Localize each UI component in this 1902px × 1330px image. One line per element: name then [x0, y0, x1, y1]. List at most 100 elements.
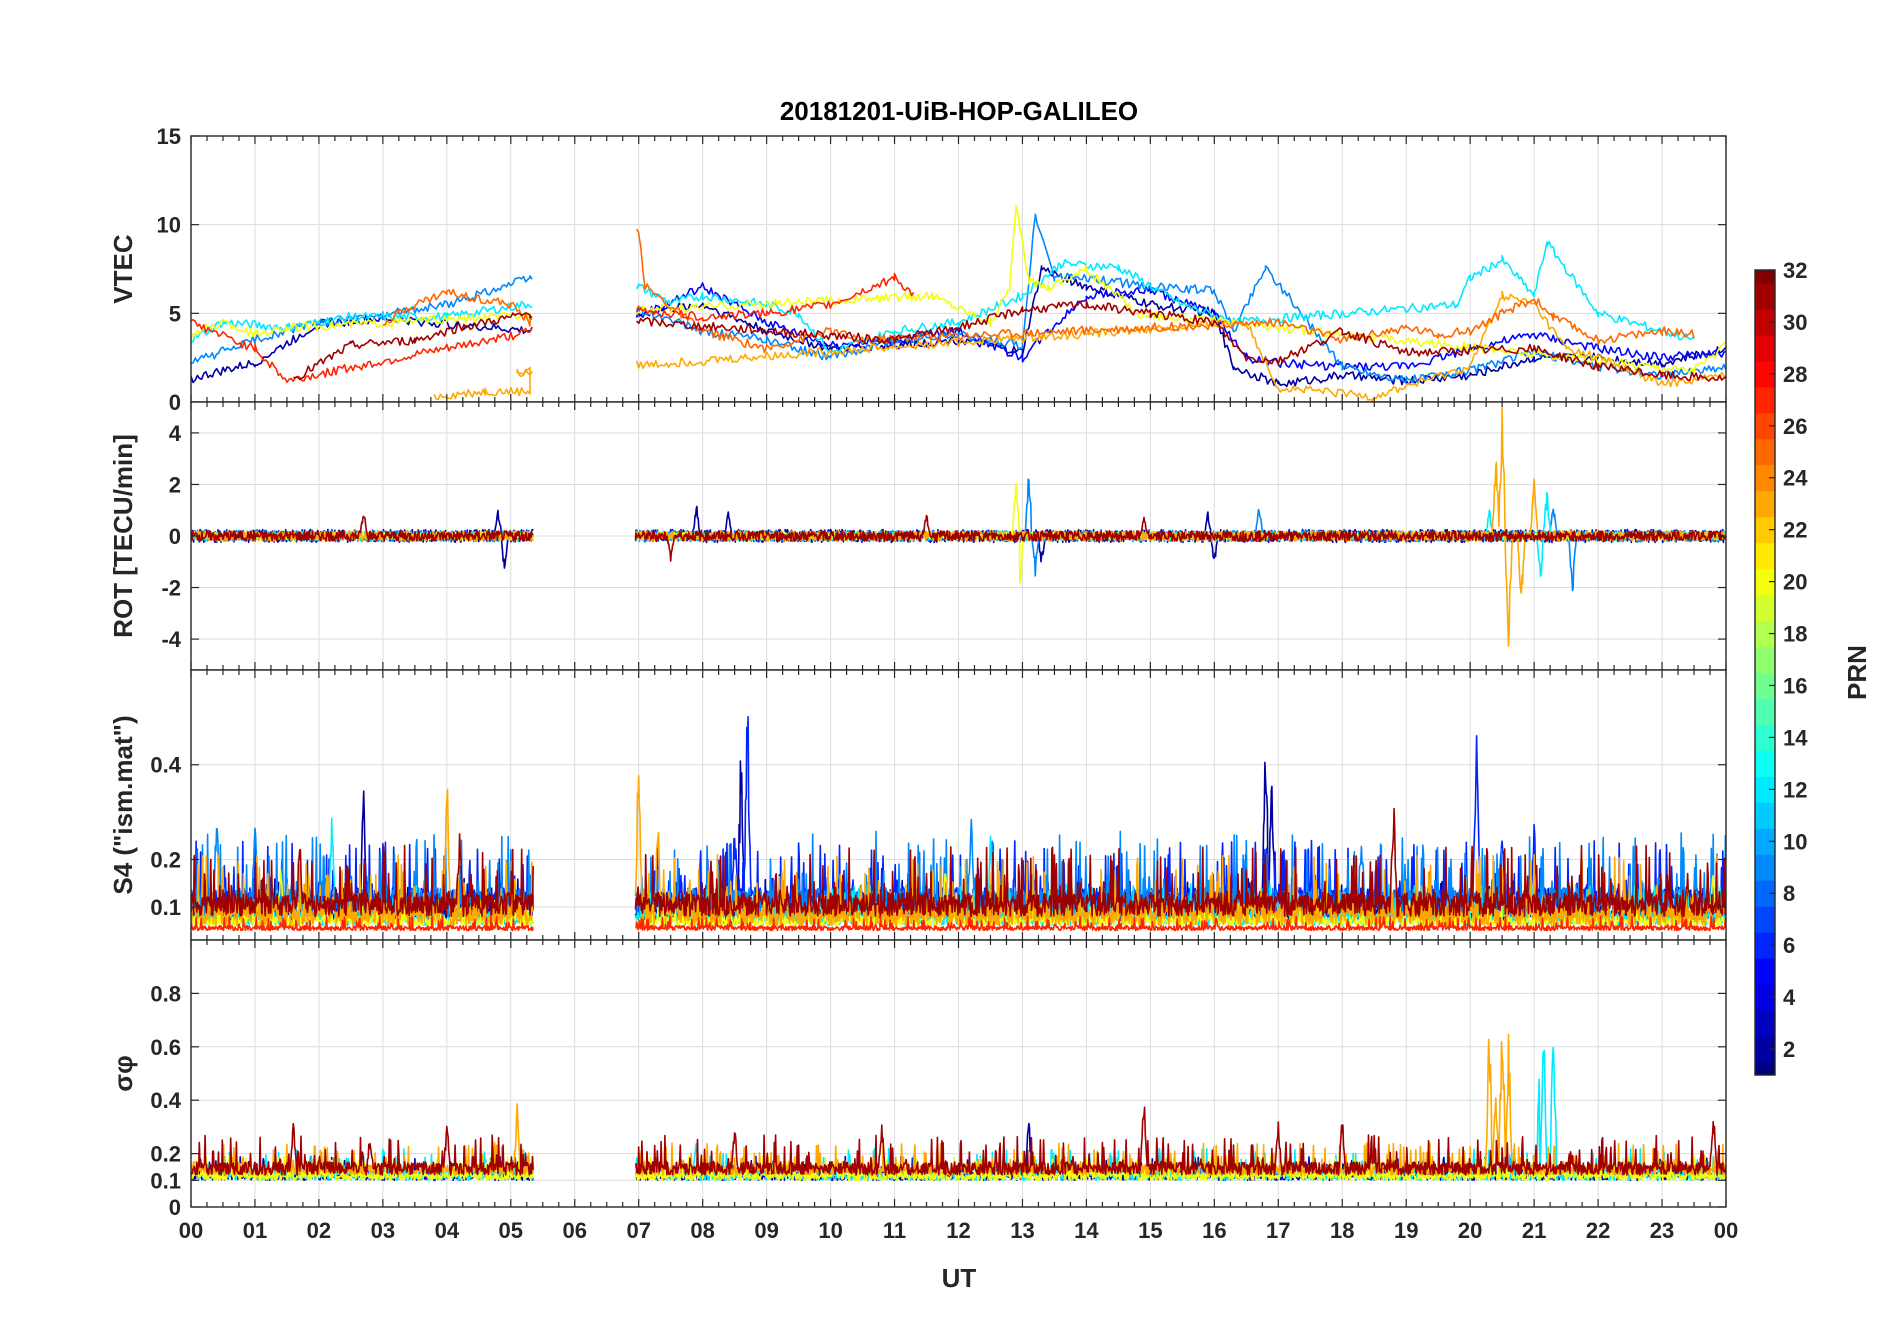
- x-tick-label: 20: [1458, 1218, 1482, 1243]
- colorbar-tick-label: 12: [1783, 777, 1807, 802]
- x-tick-label: 07: [626, 1218, 650, 1243]
- x-axis-label: UT: [942, 1263, 977, 1293]
- panel-sigma-ytick-label: 0.8: [150, 981, 181, 1006]
- panel-s4-ylabel: S4 ("ism.mat"): [108, 715, 138, 894]
- panel-vtec-ytick-label: 15: [157, 124, 181, 149]
- colorbar-segment: [1755, 802, 1775, 829]
- colorbar-tick-label: 6: [1783, 933, 1795, 958]
- panel-vtec-ytick-label: 5: [169, 301, 181, 326]
- colorbar-segment: [1755, 698, 1775, 725]
- colorbar-segment: [1755, 1010, 1775, 1037]
- panel-sigma-ytick-label: 0.1: [150, 1168, 181, 1193]
- colorbar-tick-label: 8: [1783, 881, 1795, 906]
- colorbar-segment: [1755, 308, 1775, 336]
- panel-rot: -4 -2 0 2 4 ROT [TECU/min]: [108, 401, 1727, 671]
- colorbar-tick-label: 14: [1783, 725, 1808, 750]
- colorbar-segment: [1755, 880, 1775, 907]
- colorbar-segment: [1755, 672, 1775, 699]
- series-prn-31: [191, 807, 1726, 918]
- x-tick-label: 11: [883, 1218, 906, 1243]
- colorbar-segment: [1755, 724, 1775, 751]
- panel-vtec: 0 5 10 15 VTEC: [108, 124, 1727, 415]
- colorbar-tick-label: 10: [1783, 829, 1807, 854]
- panel-vtec-ylabel: VTEC: [108, 234, 138, 304]
- series-prn-12: [191, 240, 1695, 354]
- panel-sigma-ytick-label: 0.4: [150, 1088, 181, 1113]
- colorbar-tick-label: 2: [1783, 1037, 1795, 1062]
- panel-vtec-series: [191, 204, 1726, 402]
- panel-rot-ytick-label: 2: [169, 472, 181, 497]
- colorbar-tick-label: 20: [1783, 570, 1807, 595]
- colorbar-tick-label: 16: [1783, 673, 1807, 698]
- x-tick-label: 21: [1522, 1218, 1546, 1243]
- colorbar-segment: [1755, 776, 1775, 803]
- panel-rot-series: [191, 406, 1726, 647]
- panel-sigma-series: [191, 1033, 1726, 1182]
- panel-s4: 0.1 0.2 0.4 S4 ("ism.mat"): [108, 669, 1727, 941]
- x-tick-label: 06: [563, 1218, 587, 1243]
- colorbar-segment: [1755, 620, 1775, 648]
- x-tick-label: 04: [435, 1218, 460, 1243]
- series-prn-31: [191, 1106, 1726, 1176]
- x-tick-label: 19: [1394, 1218, 1418, 1243]
- colorbar-segment: [1755, 490, 1775, 518]
- x-axis-tick-labels: 00 01 02 03 04 05 06 07 08 09 10 11 12 13 14 15 16 17 18 19…: [179, 1218, 1738, 1243]
- colorbar-segment: [1755, 334, 1775, 362]
- series-prn-31: [293, 300, 1726, 382]
- colorbar-segment: [1755, 828, 1775, 855]
- colorbar-segment: [1755, 360, 1775, 388]
- series-prn-27: [191, 915, 1726, 932]
- colorbar-label: PRN: [1842, 645, 1872, 700]
- colorbar-tick-label: 28: [1783, 362, 1807, 387]
- colorbar-segment: [1755, 542, 1775, 570]
- series-prn-20: [191, 204, 1726, 374]
- series-prn-20: [191, 1154, 1726, 1182]
- x-tick-label: 10: [818, 1218, 842, 1243]
- x-tick-label: 02: [307, 1218, 331, 1243]
- colorbar-segment: [1755, 270, 1775, 284]
- colorbar-segment: [1755, 932, 1775, 959]
- panel-vtec-ytick-label: 10: [157, 213, 181, 238]
- panel-rot-ytick-label: -2: [161, 576, 181, 601]
- colorbar-segment: [1755, 282, 1775, 310]
- series-prn-27: [191, 272, 915, 384]
- x-tick-label: 15: [1138, 1218, 1162, 1243]
- chart-title: 20181201-UiB-HOP-GALILEO: [780, 96, 1138, 126]
- colorbar-segment: [1755, 906, 1775, 933]
- panel-rot-ytick-label: 0: [169, 524, 181, 549]
- colorbar-segment: [1755, 412, 1775, 440]
- colorbar-segment: [1755, 984, 1775, 1011]
- colorbar-segment: [1755, 1036, 1775, 1063]
- x-tick-label: 03: [371, 1218, 395, 1243]
- colorbar-segment: [1755, 958, 1775, 985]
- x-tick-label: 05: [499, 1218, 523, 1243]
- series-prn-23: [433, 290, 1726, 402]
- x-tick-label: 01: [243, 1218, 267, 1243]
- colorbar-segment: [1755, 568, 1775, 596]
- panel-rot-ytick-label: -4: [161, 627, 181, 652]
- panel-rot-ytick-label: 4: [169, 421, 182, 446]
- x-tick-label: 08: [690, 1218, 714, 1243]
- colorbar-segment: [1755, 438, 1775, 466]
- series-prn-31: [191, 514, 1726, 562]
- colorbar-tick-label: 30: [1783, 310, 1807, 335]
- colorbar-segment: [1755, 854, 1775, 881]
- colorbar-tick-label: 4: [1783, 985, 1796, 1010]
- colorbar-tick-label: 26: [1783, 414, 1807, 439]
- x-tick-label: 00: [179, 1218, 203, 1243]
- colorbar-tick-label: 22: [1783, 518, 1807, 543]
- x-tick-label: 17: [1266, 1218, 1290, 1243]
- x-tick-label: 14: [1074, 1218, 1099, 1243]
- colorbar-segment: [1755, 1062, 1775, 1076]
- panel-sigma: 00.10.2 0.4 0.6 0.8 σφ: [108, 939, 1727, 1220]
- panel-vtec-ytick-label: 0: [169, 390, 181, 415]
- panel-s4-series: [191, 715, 1726, 932]
- panel-sigma-ylabel: σφ: [108, 1055, 138, 1091]
- panel-s4-ytick-label: 0.2: [150, 847, 181, 872]
- colorbar-segment: [1755, 594, 1775, 622]
- x-tick-label: 18: [1330, 1218, 1354, 1243]
- panel-sigma-ytick-label: 0: [169, 1195, 181, 1220]
